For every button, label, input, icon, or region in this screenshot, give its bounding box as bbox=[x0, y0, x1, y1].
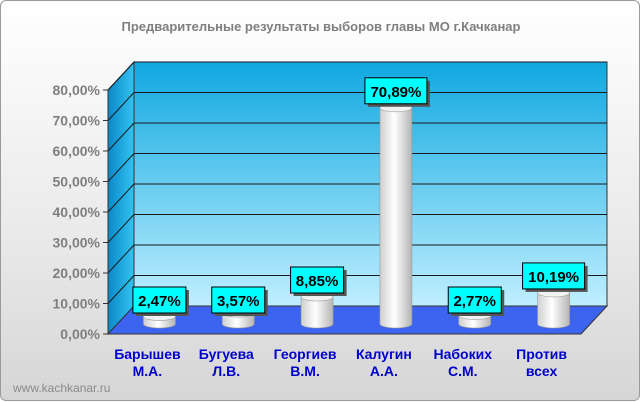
gridline-side bbox=[107, 275, 135, 304]
bar bbox=[379, 103, 413, 329]
data-label: 10,19% bbox=[522, 262, 588, 292]
y-tick-label: 70,00% bbox=[53, 113, 101, 129]
gridline-side bbox=[107, 153, 135, 182]
data-label-text: 10,19% bbox=[528, 269, 579, 286]
data-label: 3,57% bbox=[211, 286, 268, 316]
y-axis: 0,00% 10,00% 20,00% 30,00% 40,00% 50,00% 60,00… bbox=[53, 82, 109, 342]
bar-body bbox=[379, 107, 413, 329]
data-label-text: 2,47% bbox=[138, 293, 181, 310]
data-label-box bbox=[290, 266, 345, 294]
data-label: 70,89% bbox=[364, 77, 430, 107]
data-label-box bbox=[447, 286, 502, 314]
data-label-box bbox=[211, 286, 266, 314]
y-tick-label: 10,00% bbox=[53, 296, 101, 312]
gridline-side bbox=[107, 92, 135, 121]
data-label: 8,85% bbox=[290, 266, 347, 297]
gridline-side bbox=[107, 214, 135, 243]
category-label: Георгиев В.М. bbox=[274, 346, 337, 379]
data-label-text: 2,77% bbox=[453, 293, 496, 310]
y-tick-label: 30,00% bbox=[53, 235, 101, 251]
data-label-text: 3,57% bbox=[217, 293, 260, 310]
bar-body bbox=[300, 296, 334, 329]
gridline-side bbox=[107, 244, 135, 274]
gridline-side bbox=[107, 61, 135, 91]
gridline-side bbox=[107, 183, 135, 213]
data-label: 2,77% bbox=[447, 286, 505, 316]
category-label: Калугин А.А. bbox=[356, 346, 412, 379]
data-label-box bbox=[364, 77, 428, 105]
category-label: Барышев М.А. bbox=[114, 346, 181, 379]
category-label: Бугуева Л.В. bbox=[199, 346, 254, 379]
data-label-box bbox=[522, 262, 586, 290]
y-tick-label: 80,00% bbox=[53, 82, 101, 98]
data-label: 2,47% bbox=[132, 286, 189, 316]
bar bbox=[300, 292, 334, 329]
y-tick-label: 50,00% bbox=[53, 174, 101, 190]
y-tick-label: 20,00% bbox=[53, 265, 101, 281]
y-tick-label: 60,00% bbox=[53, 143, 101, 159]
category-label: Против всех bbox=[516, 346, 567, 379]
watermark: www.kachkanar.ru bbox=[12, 381, 110, 395]
gridline-side bbox=[107, 122, 135, 152]
bar bbox=[537, 288, 570, 329]
y-tick-label: 40,00% bbox=[53, 204, 101, 220]
data-label-text: 70,89% bbox=[370, 84, 421, 101]
bars: 2,47% 3,57% 8,85% 70,89% 2,77% 10,19% bbox=[132, 77, 588, 329]
y-tick-label: 0,00% bbox=[60, 326, 100, 342]
data-label-box bbox=[132, 286, 187, 314]
chart-title: Предварительные результаты выборов главы… bbox=[122, 19, 521, 34]
x-axis: Барышев М.А. Бугуева Л.В. Георгиев В.М. Калуги… bbox=[114, 346, 567, 379]
category-label: Набоких С.М. bbox=[434, 346, 493, 379]
bar-body bbox=[537, 292, 570, 329]
data-label-text: 8,85% bbox=[296, 273, 339, 290]
